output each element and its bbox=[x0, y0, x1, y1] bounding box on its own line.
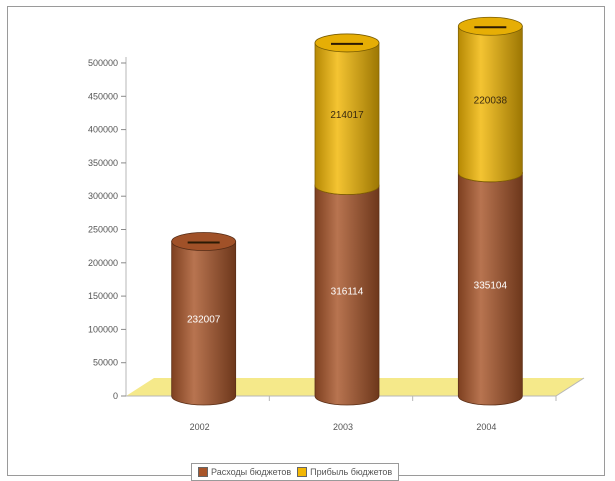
legend-entry-series-1: Расходы бюджетов bbox=[198, 467, 291, 477]
chart-frame: 0 50000 100000 150000 200000 250000 300000 3500… bbox=[7, 6, 605, 481]
data-label-2004-series-2: 220038 bbox=[474, 96, 508, 107]
y-tick-label: 350000 bbox=[88, 158, 118, 168]
legend-swatch-series-1 bbox=[198, 467, 208, 477]
y-tick-label: 150000 bbox=[88, 291, 118, 301]
bar-2003-series-2 bbox=[314, 42, 380, 195]
legend-label-series-2: Прибыль бюджетов bbox=[310, 467, 393, 477]
x-category-label: 2004 bbox=[476, 422, 496, 432]
y-tick-label: 50000 bbox=[93, 358, 118, 368]
y-tick-label: 450000 bbox=[88, 91, 118, 101]
y-tick-label: 400000 bbox=[88, 125, 118, 135]
legend-swatch-series-2 bbox=[297, 467, 308, 477]
data-label-2004-series-1: 335104 bbox=[474, 280, 508, 291]
chart-plot: 0 50000 100000 150000 200000 250000 300000 3500… bbox=[88, 16, 585, 432]
bar-2002-series-1 bbox=[171, 241, 237, 406]
floor-edge bbox=[555, 377, 585, 397]
y-tick-label: 100000 bbox=[88, 324, 118, 334]
data-label-2003-series-2: 214017 bbox=[330, 110, 364, 121]
legend-entry-series-2: Прибыль бюджетов bbox=[297, 467, 392, 477]
y-tick-label: 250000 bbox=[88, 225, 118, 235]
bar-2004-series-2 bbox=[457, 25, 523, 183]
bar-2003-series-1 bbox=[314, 185, 380, 406]
y-tick-label: 500000 bbox=[88, 58, 118, 68]
x-category-label: 2003 bbox=[333, 422, 353, 432]
data-label-2003-series-1: 316114 bbox=[331, 287, 364, 298]
y-tick-label: 0 bbox=[113, 391, 118, 401]
chart-legend: Расходы бюджетов Прибыль бюджетов bbox=[191, 463, 400, 481]
y-tick-label: 300000 bbox=[88, 191, 118, 201]
data-label-2002-series-1: 232007 bbox=[187, 315, 221, 326]
bar-2004-series-1 bbox=[457, 172, 523, 406]
legend-label-series-1: Расходы бюджетов bbox=[211, 467, 292, 477]
y-tick-label: 200000 bbox=[88, 258, 118, 268]
x-category-label: 2002 bbox=[190, 422, 210, 432]
